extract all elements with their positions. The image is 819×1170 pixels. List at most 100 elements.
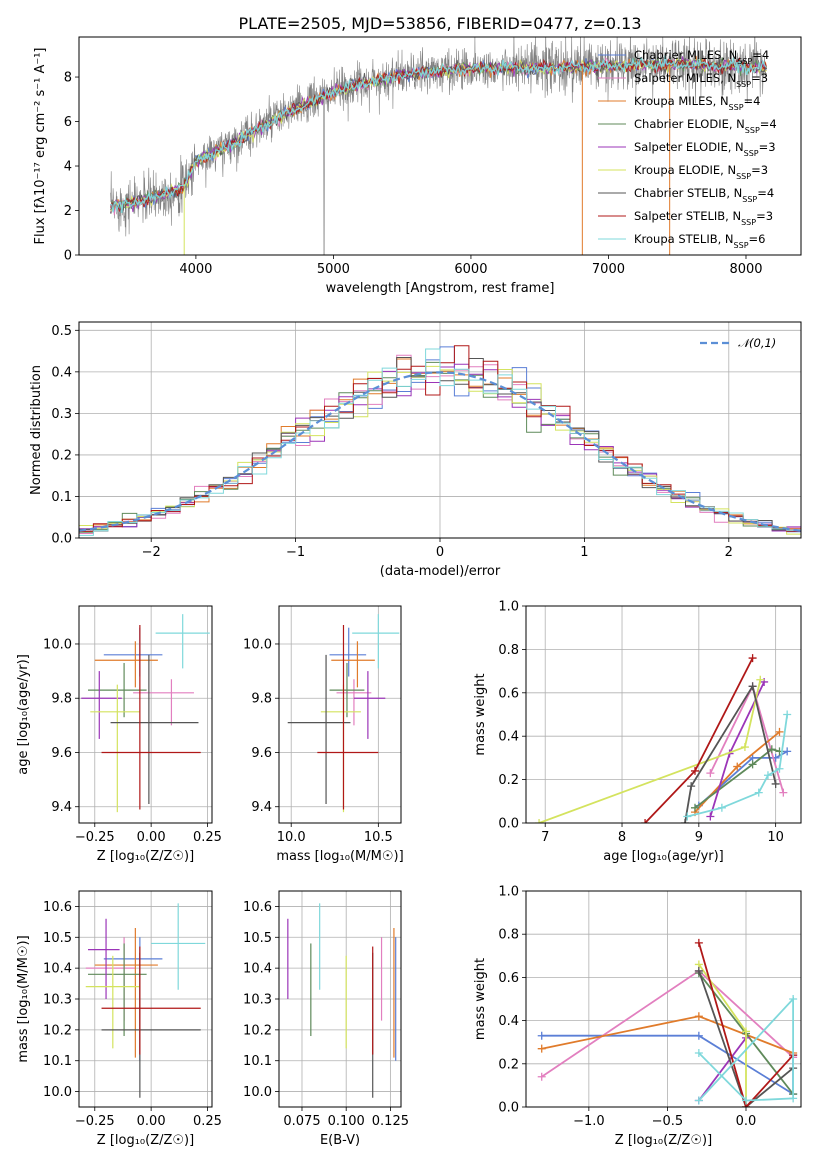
y-tick-label: 10.5 xyxy=(243,931,272,946)
x-tick-label: −0.25 xyxy=(75,830,115,845)
x-tick-label: 10.0 xyxy=(277,830,306,845)
y-tick-label: 8 xyxy=(64,71,72,86)
x-axis-label: mass [log₁₀(M/M☉)] xyxy=(276,849,403,864)
axes-frame xyxy=(78,605,213,824)
y-tick-label: 10.1 xyxy=(243,1054,272,1069)
legend-subscript: SSP xyxy=(741,218,756,227)
weight-marker xyxy=(694,1031,703,1040)
x-tick-label: −2 xyxy=(142,545,161,560)
weight-marker xyxy=(537,1044,546,1053)
legend-entry: Chabrier ELODIE, NSSP=4 xyxy=(634,117,777,135)
legend-entry: Chabrier MILES, NSSP=4 xyxy=(634,48,769,66)
legend-entry: Salpeter STELIB, NSSP=3 xyxy=(634,209,773,227)
x-tick-label: 0.0 xyxy=(736,1114,757,1129)
y-tick-label: 10.2 xyxy=(243,1023,272,1038)
weight-marker xyxy=(690,766,699,775)
x-tick-label: 6000 xyxy=(454,262,487,277)
y-tick-label: 10.0 xyxy=(243,637,272,652)
weight-marker xyxy=(681,819,690,823)
weight-marker xyxy=(694,1096,703,1105)
weight-marker xyxy=(775,727,784,736)
y-axis-label: mass weight xyxy=(473,673,488,755)
weight-marker xyxy=(537,1072,546,1081)
x-tick-label: 10.5 xyxy=(364,830,393,845)
weight-marker xyxy=(783,747,792,756)
y-tick-label: 0.0 xyxy=(498,817,519,832)
y-tick-label: 10.0 xyxy=(43,1085,72,1100)
x-tick-label: 0.25 xyxy=(193,830,222,845)
gaussian-reference-curve xyxy=(79,371,801,532)
y-tick-label: 0.8 xyxy=(498,643,519,658)
model-spectrum-kroupa-stelib xyxy=(110,55,767,213)
y-tick-label: 0.4 xyxy=(498,1014,519,1029)
x-tick-label: 0.125 xyxy=(372,1114,409,1129)
y-tick-label: 10.3 xyxy=(43,993,72,1008)
y-tick-label: 9.4 xyxy=(51,800,72,815)
legend-subscript: SSP xyxy=(737,57,752,66)
legend-subscript: SSP xyxy=(729,103,744,112)
x-tick-label: 5000 xyxy=(317,262,350,277)
weight-marker xyxy=(694,1012,703,1021)
spectrum-panel: 4000 5000 6000 7000 8000 0 2 4 6 8 wavelength [Ang… xyxy=(33,36,802,296)
y-tick-label: 9.6 xyxy=(51,746,72,761)
legend-entry: Kroupa MILES, NSSP=4 xyxy=(634,94,760,112)
legend-entry: Salpeter ELODIE, NSSP=3 xyxy=(634,140,776,158)
legend-value: =3 xyxy=(751,163,768,177)
axes-frame xyxy=(278,605,402,824)
weight-marker xyxy=(694,966,703,975)
legend-entry: Chabrier STELIB, NSSP=4 xyxy=(634,186,774,204)
x-tick-label: 7000 xyxy=(592,262,625,277)
weight-line-salpeter-elodie xyxy=(698,1037,747,1102)
y-tick-label: 10.6 xyxy=(243,900,272,915)
axes-frame xyxy=(525,605,802,824)
y-tick-label: 0.4 xyxy=(498,730,519,745)
weight-line-chabrier-elodie xyxy=(694,748,780,809)
y-tick-label: 10.4 xyxy=(43,962,72,977)
weight-marker xyxy=(690,803,699,812)
mass-vs-metallicity-panel: −0.25 0.00 0.25 10.0 10.1 10.2 10.3 10.4 10.5 10.… xyxy=(16,890,222,1148)
weight-line-kroupa-elodie xyxy=(538,679,762,823)
y-tick-label: 0.1 xyxy=(51,490,72,505)
legend-subscript: SSP xyxy=(742,195,757,204)
weight-marker xyxy=(733,762,742,771)
age-vs-metallicity-panel: −0.25 0.00 0.25 9.4 9.6 9.8 10.0 Z [log₁₀(Z/Z☉)… xyxy=(16,605,222,864)
weight-marker xyxy=(641,819,650,823)
x-tick-label: 8 xyxy=(618,830,626,845)
weight-marker xyxy=(748,682,757,691)
legend-value: =3 xyxy=(751,71,768,85)
figure-title: PLATE=2505, MJD=53856, FIBERID=0477, z=0… xyxy=(238,14,641,33)
y-tick-label: 0.0 xyxy=(51,532,72,547)
y-tick-label: 1.0 xyxy=(498,600,519,615)
plot-area xyxy=(85,903,206,1098)
legend-value: =4 xyxy=(752,48,769,62)
y-axis-label: Flux [fλ10⁻¹⁷ erg cm⁻² s⁻¹ A⁻¹] xyxy=(33,48,48,245)
weight-marker xyxy=(706,769,715,778)
weight-marker xyxy=(767,745,776,754)
plot-area xyxy=(81,614,210,813)
y-tick-label: 10.4 xyxy=(243,962,272,977)
y-tick-label: 2 xyxy=(64,204,72,219)
legend-entry: 𝒩(0,1) xyxy=(738,336,776,350)
weight-marker xyxy=(535,819,544,823)
y-tick-label: 4 xyxy=(64,160,72,175)
y-tick-label: 10.5 xyxy=(43,931,72,946)
y-axis-label: Normed distribution xyxy=(29,365,44,495)
histogram-step-kroupa-stelib xyxy=(79,348,801,536)
axes-frame xyxy=(78,321,802,539)
x-tick-label: 4000 xyxy=(179,262,212,277)
x-tick-label: 1 xyxy=(580,545,588,560)
y-tick-label: 10.3 xyxy=(243,993,272,1008)
x-tick-label: 0.25 xyxy=(193,1114,222,1129)
y-tick-label: 0.3 xyxy=(51,407,72,422)
x-tick-label: 9 xyxy=(695,830,703,845)
weight-vs-metallicity-panel: −1.0 −0.5 0.0 0.0 0.2 0.4 0.6 0.8 1.0 Z [log₁₀(Z/… xyxy=(473,885,802,1148)
weight-line-chabrier-stelib xyxy=(698,970,794,1107)
legend-entry: Kroupa STELIB, NSSP=6 xyxy=(634,232,765,250)
weight-marker xyxy=(537,1031,546,1040)
weight-marker xyxy=(687,782,696,791)
x-tick-label: −1 xyxy=(286,545,305,560)
x-tick-label: 7 xyxy=(541,830,549,845)
weight-marker xyxy=(775,764,784,773)
axes-frame xyxy=(78,36,802,256)
